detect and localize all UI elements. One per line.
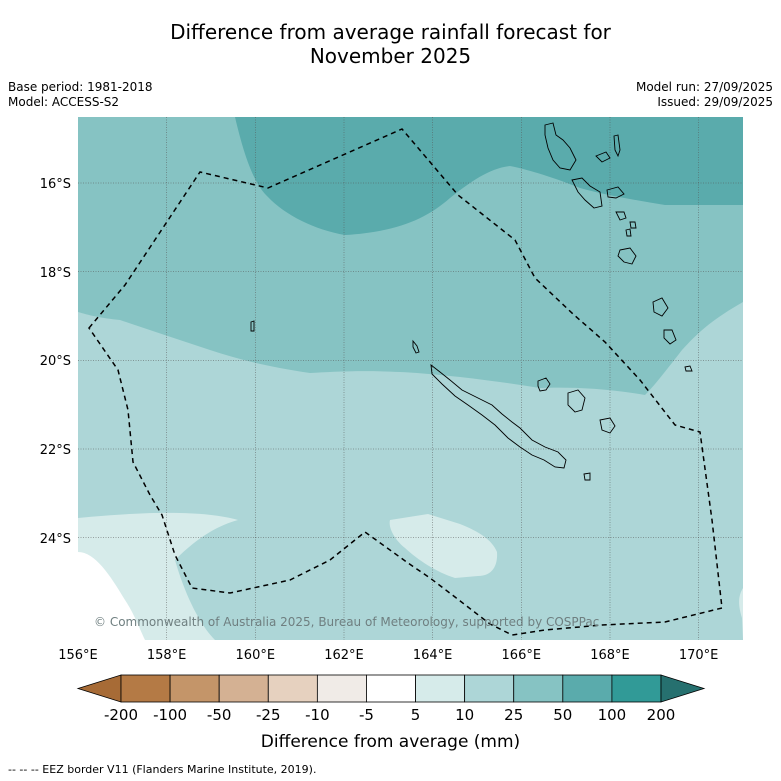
chesterfield-islet — [250, 320, 255, 332]
latitude-labels: 16°S 18°S 20°S 22°S 24°S — [40, 177, 71, 547]
colorbar-swatch — [562, 674, 613, 703]
lon-label-158e: 158°E — [147, 648, 187, 663]
zone-5-10-east — [739, 588, 743, 640]
cb-label-m100: -100 — [153, 706, 187, 724]
cb-label-100: 100 — [598, 706, 627, 724]
lon-label-170e: 170°E — [679, 648, 719, 663]
copyright-notice: © Commonwealth of Australia 2025, Bureau… — [94, 615, 599, 629]
vanuatu-island-3 — [606, 186, 625, 199]
model-run: Model run: 27/09/2025 — [635, 80, 773, 94]
lat-label-16s: 16°S — [40, 177, 71, 192]
longitude-labels: 156°E 158°E 160°E 162°E 164°E 166°E 168°… — [58, 648, 718, 663]
malakula-island — [571, 177, 603, 209]
cb-label-200: 200 — [647, 706, 676, 724]
meta-left: Base period: 1981-2018 Model: ACCESS-S2 — [8, 80, 153, 110]
colorbar-extend-low — [76, 674, 122, 703]
lat-label-24s: 24°S — [40, 532, 71, 547]
colorbar: -200 -100 -50 -25 -10 -5 5 10 25 50 100 … — [76, 674, 706, 752]
graticule — [78, 117, 743, 640]
colorbar-swatches — [76, 674, 706, 703]
zone-below-5 — [78, 552, 145, 640]
lon-label-168e: 168°E — [590, 648, 630, 663]
chart-title: Difference from average rainfall forecas… — [0, 20, 781, 68]
cb-label-5: 5 — [411, 706, 421, 724]
lon-label-166e: 166°E — [502, 648, 542, 663]
meta-right: Model run: 27/09/2025 Issued: 29/09/2025 — [636, 80, 773, 110]
title-line-1: Difference from average rainfall forecas… — [170, 20, 611, 44]
lat-label-22s: 22°S — [40, 443, 71, 458]
colorbar-labels: -200 -100 -50 -25 -10 -5 5 10 25 50 100 … — [104, 706, 675, 724]
colorbar-swatch — [366, 674, 416, 703]
cb-label-m10: -10 — [305, 706, 330, 724]
lon-label-162e: 162°E — [324, 648, 364, 663]
issued-date: Issued: 29/09/2025 — [657, 95, 773, 109]
colorbar-swatch — [611, 674, 662, 703]
title-line-2: November 2025 — [309, 44, 472, 68]
eez-footnote: -- -- -- EEZ border V11 (Flanders Marine… — [8, 763, 317, 776]
colorbar-swatch — [218, 674, 269, 703]
colorbar-swatch — [415, 674, 466, 703]
erromango-island — [625, 228, 632, 237]
colorbar-swatch — [513, 674, 564, 703]
vanuatu-island-2 — [613, 134, 621, 158]
cb-label-m5: -5 — [359, 706, 374, 724]
colorbar-swatch — [120, 674, 171, 703]
colorbar-swatch — [169, 674, 220, 703]
lon-label-164e: 164°E — [413, 648, 453, 663]
espiritu-santo-island — [544, 122, 577, 171]
eastern-islet — [684, 365, 693, 372]
loyalty-island-1 — [537, 377, 551, 392]
cb-label-25: 25 — [504, 706, 523, 724]
vanuatu-island-1 — [595, 151, 611, 163]
hunter-island — [663, 329, 677, 345]
base-period: Base period: 1981-2018 — [8, 80, 153, 94]
cb-label-m25: -25 — [256, 706, 281, 724]
isle-of-pines — [583, 472, 591, 481]
vanuatu-island-4 — [629, 221, 637, 229]
colorbar-swatch — [267, 674, 318, 703]
loyalty-island-3 — [599, 417, 616, 434]
cb-label-m50: -50 — [207, 706, 232, 724]
lon-label-160e: 160°E — [236, 648, 276, 663]
eez-border — [88, 128, 723, 636]
belep-islands — [412, 339, 420, 354]
new-caledonia-island — [430, 363, 567, 469]
lat-label-20s: 20°S — [40, 354, 71, 369]
lat-label-18s: 18°S — [40, 266, 71, 281]
efate-island — [615, 211, 627, 221]
tanna-island — [617, 247, 637, 265]
model-name: Model: ACCESS-S2 — [8, 95, 120, 109]
cb-label-m200: -200 — [104, 706, 138, 724]
lon-label-156e: 156°E — [58, 648, 98, 663]
cb-label-10: 10 — [455, 706, 474, 724]
colorbar-swatch — [316, 674, 367, 703]
loyalty-island-2 — [567, 389, 586, 413]
matthew-island — [652, 297, 669, 317]
map-area — [78, 117, 743, 640]
colorbar-extend-high — [660, 674, 706, 703]
colorbar-swatch — [464, 674, 515, 703]
zone-5-10-patch — [389, 514, 498, 578]
colorbar-title: Difference from average (mm) — [261, 732, 520, 752]
cb-label-50: 50 — [553, 706, 572, 724]
